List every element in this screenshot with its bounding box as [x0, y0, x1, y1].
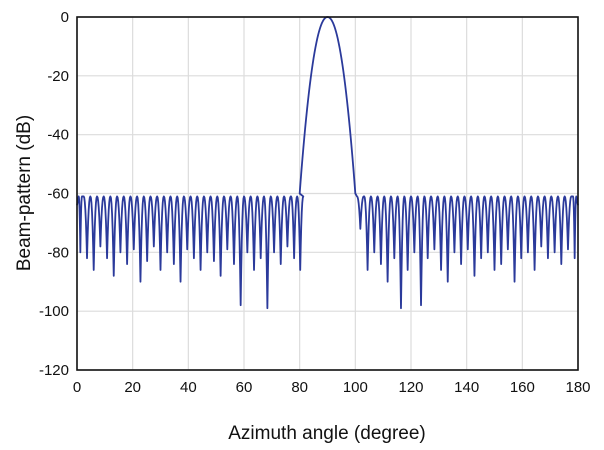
y-axis-label: Beam-pattern (dB): [14, 115, 35, 271]
y-tick-labels: 0 -20 -40 -60 -80 -100 -120: [39, 9, 69, 379]
plot-frame: [76, 16, 579, 371]
x-tick-label: 100: [343, 379, 368, 396]
x-tick-label: 120: [398, 379, 423, 396]
y-tick-label: -60: [47, 186, 69, 203]
y-tick-label: -100: [39, 303, 69, 320]
y-tick-label: -80: [47, 244, 69, 261]
x-tick-label: 160: [510, 379, 535, 396]
x-tick-label: 40: [180, 379, 197, 396]
x-axis-label: Azimuth angle (degree): [228, 423, 426, 444]
x-tick-label: 60: [236, 379, 253, 396]
x-tick-label: 140: [454, 379, 479, 396]
y-tick-label: -20: [47, 68, 69, 85]
y-tick-label: 0: [61, 9, 69, 26]
x-tick-label: 180: [565, 379, 590, 396]
x-tick-label: 20: [124, 379, 141, 396]
x-tick-label: 80: [291, 379, 308, 396]
y-tick-label: -120: [39, 362, 69, 379]
x-tick-labels: 0 20 40 60 80 100 120 140 160 180: [73, 379, 591, 396]
y-tick-label: -40: [47, 127, 69, 144]
x-tick-label: 0: [73, 379, 81, 396]
series-line-beam-pattern: [76, 16, 579, 310]
